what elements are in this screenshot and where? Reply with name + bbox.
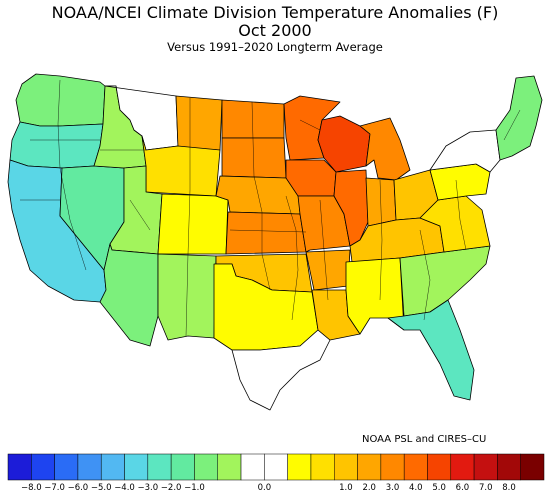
legend-swatch <box>54 453 79 481</box>
credit-text: NOAA PSL and CIRES–CU <box>362 434 487 445</box>
legend-swatch <box>310 453 335 481</box>
legend-tick-label: −5.0 <box>91 483 112 492</box>
region-kansas <box>225 211 307 255</box>
legend-tick-label: −7.0 <box>44 483 65 492</box>
division-line <box>185 98 191 337</box>
legend-tick-label: −3.0 <box>138 483 159 492</box>
division-line <box>129 199 151 231</box>
region-pennsylvania <box>429 163 491 201</box>
division-line <box>379 179 383 301</box>
legend-tick-label: −4.0 <box>114 483 135 492</box>
region-new-york <box>429 129 501 173</box>
division-line <box>57 79 87 271</box>
legend-swatch <box>357 453 382 481</box>
region-michigan <box>359 117 411 181</box>
legend-tick-label: 3.0 <box>386 483 400 492</box>
legend-tick-label: −8.0 <box>21 483 42 492</box>
region-arizona <box>99 243 159 347</box>
legend-tick-label: 6.0 <box>456 483 470 492</box>
legend-swatch <box>7 453 32 481</box>
legend-tick-label: −6.0 <box>68 483 89 492</box>
legend-swatch <box>194 453 218 481</box>
division-line <box>455 179 467 251</box>
legend-tick-label: 2.0 <box>362 483 376 492</box>
legend-swatch <box>334 453 358 481</box>
region-florida <box>387 299 475 401</box>
legend-swatch <box>403 453 428 481</box>
legend-swatch <box>264 453 288 481</box>
map-period: Oct 2000 <box>238 21 312 40</box>
legend-swatch <box>287 453 312 481</box>
region-indiana <box>365 177 397 227</box>
legend-swatch <box>170 453 195 481</box>
legend-swatch <box>100 453 125 481</box>
legend-swatch <box>520 453 545 481</box>
legend-tick-label: 4.0 <box>409 483 423 492</box>
legend-tick-label: 8.0 <box>502 483 516 492</box>
legend-tick-label: 1.0 <box>339 483 353 492</box>
legend-swatch <box>124 453 149 481</box>
legend-tick-label: 0.0 <box>258 483 272 492</box>
map-title: NOAA/NCEI Climate Division Temperature A… <box>51 3 499 22</box>
legend-swatch <box>240 453 265 481</box>
legend-tick-label: 7.0 <box>479 483 493 492</box>
division-line <box>319 199 329 301</box>
division-line <box>285 195 299 321</box>
region-montana-east <box>175 95 223 151</box>
legend-swatch <box>497 453 521 481</box>
color-legend: −8.0 −7.0 −6.0 −5.0 −4.0 −3.0 −2.0 −1.0 0.0 1.0 2.… <box>7 453 545 492</box>
legend-tick-label: −1.0 <box>184 483 205 492</box>
legend-swatch <box>77 453 102 481</box>
division-line <box>299 119 321 131</box>
legend-swatch <box>427 453 452 481</box>
legend-swatch <box>380 453 405 481</box>
division-line <box>251 101 271 291</box>
legend-swatch <box>31 453 55 481</box>
region-texas-south <box>231 329 331 411</box>
region-arkansas <box>305 249 351 291</box>
legend-tick-label: −2.0 <box>161 483 182 492</box>
division-line <box>503 109 521 141</box>
legend-swatch <box>147 453 172 481</box>
legend-tick-label: 5.0 <box>432 483 446 492</box>
division-line <box>419 229 431 321</box>
us-climate-division-map <box>7 73 543 411</box>
region-oregon <box>9 121 104 169</box>
region-colorado <box>157 193 229 255</box>
division-line <box>229 229 307 233</box>
legend-swatch <box>217 453 242 481</box>
map-subtitle: Versus 1991–2020 Longterm Average <box>167 40 383 54</box>
region-washington <box>15 73 106 127</box>
legend-swatch <box>450 453 475 481</box>
legend-swatch <box>473 453 498 481</box>
region-new-england <box>495 75 543 161</box>
